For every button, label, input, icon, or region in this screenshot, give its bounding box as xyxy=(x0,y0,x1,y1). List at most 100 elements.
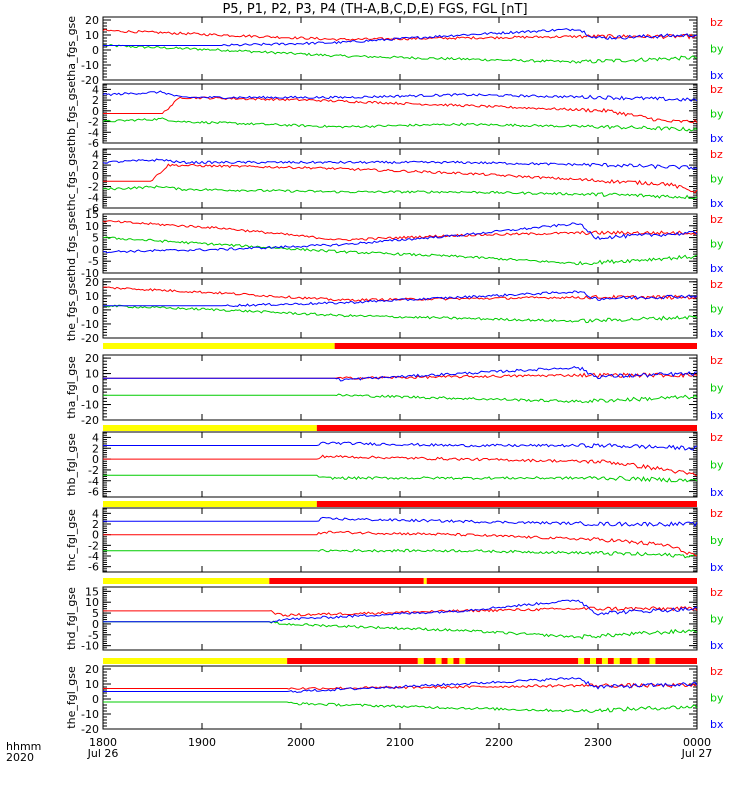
status-bar-segment xyxy=(423,658,436,664)
bx-series-line xyxy=(103,677,698,694)
legend-bx: bx xyxy=(710,718,724,731)
status-bar-segment xyxy=(423,578,427,584)
y-tick-label: 15 xyxy=(85,585,99,598)
status-bar-segment xyxy=(453,658,460,664)
y-tick-label: 0 xyxy=(92,170,99,183)
legend-bz: bz xyxy=(710,431,723,444)
y-tick-label: 20 xyxy=(85,14,99,27)
status-bar-segment xyxy=(316,425,697,431)
by-series-line xyxy=(102,117,698,132)
by-series-line xyxy=(103,393,698,404)
y-tick-label: -10 xyxy=(81,399,99,412)
y-tick-label: 15 xyxy=(85,208,99,221)
status-bar-segment xyxy=(619,658,632,664)
y-tick-label: -5 xyxy=(88,255,99,268)
panel-ylabel: tha_fgl_gse xyxy=(65,356,78,419)
status-bar-segment xyxy=(103,658,288,664)
status-bar-segment xyxy=(103,578,270,584)
legend-bz: bz xyxy=(710,213,723,226)
y-tick-label: -10 xyxy=(81,708,99,721)
y-tick-label: 5 xyxy=(92,232,99,245)
status-bar-segment xyxy=(649,658,656,664)
panel-frame xyxy=(102,665,698,730)
y-tick-label: 0 xyxy=(92,243,99,256)
y-tick-label: 4 xyxy=(92,83,99,96)
status-bar-segment xyxy=(316,501,697,507)
by-series-line xyxy=(103,474,698,483)
y-tick-label: -10 xyxy=(81,318,99,331)
status-bar-segment xyxy=(607,658,614,664)
y-tick-label: -2 xyxy=(88,539,99,552)
status-bar-segment xyxy=(103,343,335,349)
legend-bz: bz xyxy=(710,586,723,599)
x-tick-label: 2200 xyxy=(485,736,513,749)
panel-ylabel: thd_fgs_gse xyxy=(65,211,78,277)
status-bar-segment xyxy=(447,658,454,664)
chart-title: P5, P1, P2, P3, P4 (TH-A,B,C,D,E) FGS, F… xyxy=(222,2,528,17)
legend-bx: bx xyxy=(710,561,724,574)
bz-series-line xyxy=(102,286,698,302)
legend-by: by xyxy=(710,108,724,121)
legend-bz: bz xyxy=(710,507,723,520)
y-tick-label: 0 xyxy=(92,304,99,317)
x-tick-label: 1900 xyxy=(188,736,216,749)
y-tick-label: 2 xyxy=(92,159,99,172)
status-bar-segment xyxy=(103,425,317,431)
y-tick-label: 0 xyxy=(92,44,99,57)
legend-bx: bx xyxy=(710,409,724,422)
y-tick-label: 0 xyxy=(92,453,99,466)
panel-frame xyxy=(102,83,698,144)
legend-bz: bz xyxy=(710,278,723,291)
panel-ylabel: thb_fgl_gse xyxy=(65,433,78,496)
bx-series-line xyxy=(103,366,697,382)
bz-series-line xyxy=(103,606,698,617)
bz-series-line xyxy=(103,96,698,124)
bx-series-line xyxy=(102,90,698,102)
legend-bz: bz xyxy=(710,665,723,678)
bz-series-line xyxy=(103,682,698,690)
status-bar-segment xyxy=(590,658,597,664)
status-bar-segment xyxy=(426,578,697,584)
y-tick-label: 2 xyxy=(92,94,99,107)
status-bar-segment xyxy=(465,658,579,664)
y-tick-label: 4 xyxy=(92,431,99,444)
bx-series-line xyxy=(102,222,698,254)
legend-bx: bx xyxy=(710,327,724,340)
legend-bx: bx xyxy=(710,69,724,82)
by-series-line xyxy=(103,548,698,559)
y-tick-label: 4 xyxy=(92,148,99,161)
bx-series-line xyxy=(102,158,698,170)
y-tick-label: -2 xyxy=(88,181,99,194)
y-tick-label: -20 xyxy=(81,74,99,87)
legend-by: by xyxy=(710,303,724,316)
panel-frame xyxy=(102,354,698,421)
y-tick-label: -10 xyxy=(81,640,99,653)
y-tick-label: 20 xyxy=(85,276,99,289)
legend-by: by xyxy=(710,238,724,251)
y-tick-label: 10 xyxy=(85,220,99,233)
status-bar-segment xyxy=(435,658,442,664)
y-tick-label: 10 xyxy=(85,678,99,691)
bx-series-line xyxy=(103,599,698,623)
by-series-line xyxy=(103,701,698,713)
y-tick-label: -4 xyxy=(88,126,99,139)
legend-by: by xyxy=(710,173,724,186)
bx-series-line xyxy=(103,441,698,451)
y-tick-label: -5 xyxy=(88,629,99,642)
bx-series-line xyxy=(103,28,698,47)
status-bar-segment xyxy=(631,658,638,664)
legend-bx: bx xyxy=(710,639,724,652)
panel-ylabel: thd_fgl_gse xyxy=(65,587,78,650)
panel-frame xyxy=(102,431,698,498)
y-tick-label: -2 xyxy=(88,464,99,477)
y-tick-label: 5 xyxy=(92,607,99,620)
status-bar-segment xyxy=(613,658,620,664)
bz-series-line xyxy=(102,220,698,242)
y-tick-label: 10 xyxy=(85,29,99,42)
panel-ylabel: the_fgs_gse xyxy=(65,276,78,341)
legend-by: by xyxy=(710,43,724,56)
status-bar-segment xyxy=(584,658,591,664)
panel-frame xyxy=(102,278,698,339)
y-tick-label: 0 xyxy=(92,105,99,118)
